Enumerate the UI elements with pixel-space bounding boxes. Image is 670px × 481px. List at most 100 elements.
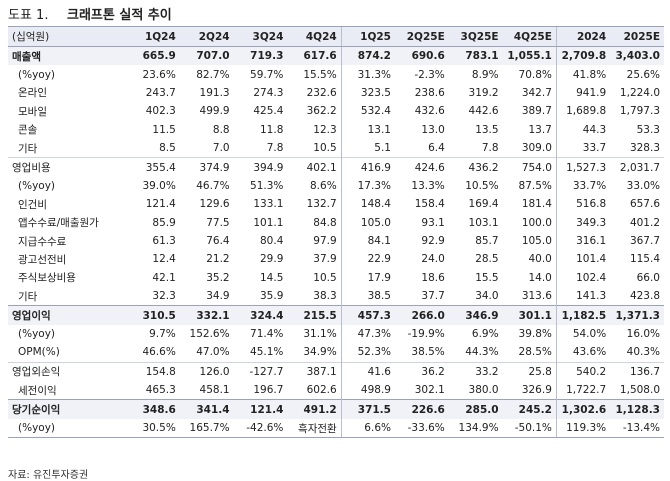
table-cell: 9.7% — [149, 328, 176, 341]
table-cell: 342.7 — [521, 86, 552, 99]
table-cell: 13.5 — [475, 123, 499, 136]
table-cell: 47.3% — [340, 324, 395, 344]
table-cell: 8.8 — [212, 123, 230, 136]
table-cell: 602.6 — [306, 384, 337, 397]
table-cell: 13.0 — [421, 123, 445, 136]
table-row: OPM(%) 46.6% 47.0% 45.1% 34.9% 52.3% 38.5% 44.3… — [8, 343, 664, 363]
table-cell: 389.7 — [521, 105, 552, 118]
column-header: 1Q24 — [126, 26, 180, 47]
table-cell: 380.0 — [468, 384, 499, 397]
table-cell: 367.7 — [629, 235, 660, 248]
table-cell: 44.3% — [465, 346, 499, 359]
table-row: 영업외손익 154.8 126.0 -127.7 387.1 41.6 36.2 33.2 25… — [8, 361, 664, 382]
table-cell: 61.3 — [152, 235, 176, 248]
row-label: 매출액 — [8, 46, 126, 66]
table-cell: 33.2 — [448, 361, 503, 382]
table-cell: 85.9 — [152, 216, 176, 229]
table-cell: 158.4 — [414, 198, 445, 211]
table-cell: 31.3% — [340, 65, 395, 84]
row-label: 기타 — [18, 290, 38, 303]
table-cell: 181.4 — [521, 198, 552, 211]
column-header: 1Q25 — [340, 26, 395, 47]
table-cell: 348.6 — [126, 399, 180, 419]
table-cell: 87.5% — [518, 179, 552, 192]
table-cell: 121.4 — [233, 399, 288, 419]
table-cell: 498.9 — [340, 381, 395, 400]
table-cell: 11.5 — [152, 123, 176, 136]
table-cell: 13.3% — [411, 179, 445, 192]
column-header: 2Q24 — [179, 26, 234, 47]
table-cell: 43.6% — [555, 343, 611, 363]
table-row: 콘솔 11.5 8.8 11.8 12.3 13.1 13.0 13.5 13.7 44.3 53.… — [8, 120, 664, 139]
table-cell: 36.2 — [394, 361, 449, 382]
table-cell: 31.1% — [303, 328, 337, 341]
table-cell: 46.7% — [196, 179, 230, 192]
table-cell: 374.9 — [179, 157, 234, 177]
table-cell: 2,709.8 — [555, 46, 611, 66]
table-cell: 14.0 — [528, 271, 552, 284]
table-cell: 665.9 — [126, 46, 180, 66]
table-cell: 15.5 — [475, 271, 499, 284]
table-row: 모바일 402.3 499.9 425.4 362.2 532.4 432.6 442.6 38… — [8, 102, 664, 121]
table-row: (%yoy) 30.5% 165.7% -42.6% 흑자전환 6.6% -33.6% 134… — [8, 418, 664, 439]
row-label: (%yoy) — [18, 328, 56, 341]
table-cell: 458.1 — [199, 384, 230, 397]
figure-caption: 크래프톤 실적 추이 — [67, 8, 172, 23]
table-row: 지급수수료 61.3 76.4 80.4 97.9 84.1 92.9 85.7 105.0 31… — [8, 231, 664, 251]
table-cell: 105.0 — [340, 213, 395, 232]
table-cell: 12.4 — [152, 253, 176, 266]
table-cell: 101.4 — [555, 250, 611, 269]
table-cell: 34.9 — [206, 290, 230, 303]
table-cell: 491.2 — [287, 399, 342, 419]
table-row: 세전이익 465.3 458.1 196.7 602.6 498.9 302.1 380.0 3… — [8, 381, 664, 400]
table-cell: 442.6 — [468, 105, 499, 118]
table-cell: 76.4 — [206, 235, 230, 248]
table-cell: 흑자전환 — [287, 418, 342, 439]
column-header: 2024 — [555, 26, 611, 47]
table-cell: 316.1 — [555, 231, 611, 251]
table-cell: 37.9 — [313, 253, 337, 266]
table-cell: 1,371.3 — [610, 305, 664, 325]
table-cell: 394.9 — [233, 157, 288, 177]
table-cell: 328.3 — [629, 142, 660, 155]
table-cell: -127.7 — [233, 361, 288, 382]
table-row: 인건비 121.4 129.6 133.1 132.7 148.4 158.4 169.4 18… — [8, 195, 664, 214]
unit-label: (십억원) — [8, 26, 126, 47]
table-cell: 30.5% — [126, 418, 180, 439]
table-cell: 266.0 — [394, 305, 449, 325]
table-cell: 132.7 — [306, 198, 337, 211]
table-cell: 25.8 — [502, 361, 557, 382]
table-cell: 16.0% — [626, 328, 660, 341]
table-cell: 45.1% — [250, 346, 284, 359]
row-label: 광고선전비 — [18, 253, 67, 266]
table-row: 온라인 243.7 191.3 274.3 232.6 323.5 238.6 319.2 34… — [8, 83, 664, 103]
table-cell: 44.3 — [555, 120, 611, 139]
table-cell: 39.8% — [518, 328, 552, 341]
table-cell: 332.1 — [179, 305, 234, 325]
table-cell: 362.2 — [306, 105, 337, 118]
table-cell: 169.4 — [468, 198, 499, 211]
row-label: (%yoy) — [18, 68, 56, 81]
table-cell: 17.9 — [340, 268, 395, 288]
table-cell: 103.1 — [468, 216, 499, 229]
table-cell: 416.9 — [340, 157, 395, 177]
table-cell: 245.2 — [502, 399, 557, 419]
column-header: 3Q25E — [448, 26, 503, 47]
table-cell: 33.7% — [555, 176, 611, 196]
table-row: 영업비용 355.4 374.9 394.9 402.1 416.9 424.6 436.2 7… — [8, 157, 664, 177]
table-cell: 1,797.3 — [619, 105, 660, 118]
table-cell: 196.7 — [253, 384, 284, 397]
table-cell: -13.4% — [610, 418, 664, 439]
table-cell: 323.5 — [340, 83, 395, 103]
table-cell: 465.3 — [145, 384, 176, 397]
table-row: 매출액 665.9 707.0 719.3 617.6 874.2 690.6 783.1 1,… — [8, 46, 664, 66]
table-cell: 33.7 — [555, 138, 611, 158]
table-cell: 24.0 — [421, 253, 445, 266]
table-cell: 101.1 — [253, 216, 284, 229]
table-row: 기타 8.5 7.0 7.8 10.5 5.1 6.4 7.8 309.0 33.7 328.3 — [8, 138, 664, 158]
table-cell: 2,031.7 — [610, 157, 664, 177]
table-cell: 34.9% — [303, 346, 337, 359]
table-cell: 66.0 — [636, 271, 660, 284]
row-label: (%yoy) — [8, 418, 126, 439]
table-cell: 754.0 — [502, 157, 557, 177]
